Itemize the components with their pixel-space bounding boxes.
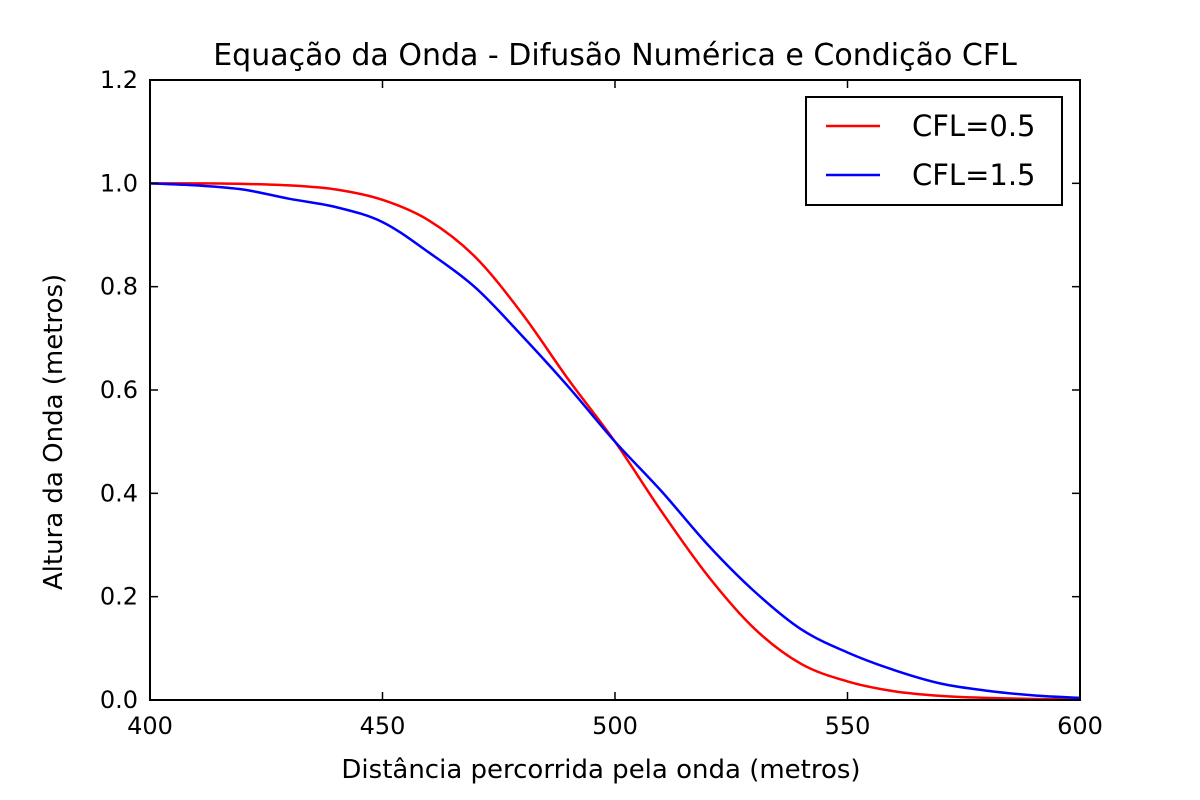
y-tick-label: 0.8 [100, 273, 138, 301]
series-line-1 [149, 182, 1081, 700]
y-tick-label: 0.0 [100, 686, 138, 714]
plot-frame [149, 79, 1081, 701]
legend: CFL=0.5 CFL=1.5 [805, 96, 1063, 206]
x-tick-label: 550 [825, 712, 871, 740]
y-tick-label: 0.6 [100, 376, 138, 404]
x-tick-label: 450 [360, 712, 406, 740]
y-tick-label: 1.0 [100, 169, 138, 197]
chart-title: Equação da Onda - Difusão Numérica e Con… [213, 38, 1017, 73]
legend-label-cfl-0-5: CFL=0.5 [912, 109, 1036, 143]
legend-box [805, 96, 1063, 206]
y-axis-title: Altura da Onda (metros) [39, 274, 69, 590]
x-tick-label: 400 [127, 712, 173, 740]
x-axis-title: Distância percorrida pela onda (metros) [341, 755, 860, 785]
y-tick-label: 1.2 [100, 66, 138, 94]
x-tick-label: 600 [1057, 712, 1103, 740]
x-tick-label: 500 [592, 712, 638, 740]
legend-label-cfl-1-5: CFL=1.5 [912, 158, 1036, 192]
tick-layer: 400 450 500 550 600 0.0 0.2 0.4 0.6 0.8 1.0 1.2 [100, 66, 1103, 740]
y-tick-label: 0.4 [100, 479, 138, 507]
series-layer [149, 182, 1081, 701]
y-tick-label: 0.2 [100, 583, 138, 611]
